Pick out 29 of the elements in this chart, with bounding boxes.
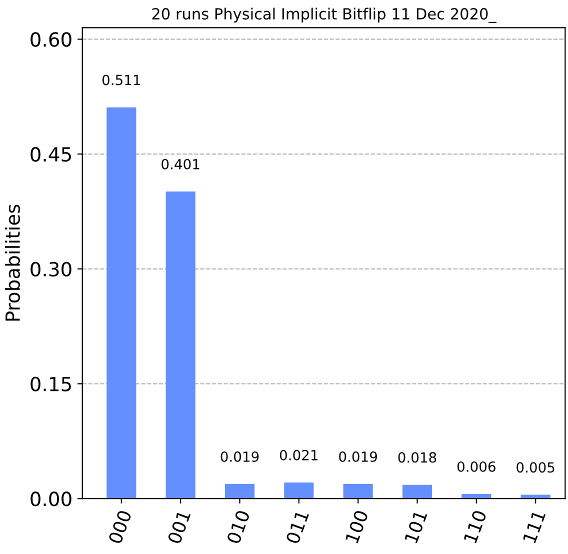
data-label: 0.019 (220, 451, 259, 462)
data-label: 0.005 (516, 462, 554, 473)
x-tick-label: 001 (167, 510, 191, 544)
y-tick-label: 0.30 (30, 262, 72, 277)
bar (106, 107, 136, 499)
y-tick-label: 0.60 (30, 32, 72, 47)
y-tick-label: 0.00 (30, 492, 72, 506)
chart-title: 20 runs Physical Implicit Bitflip 11 Dec 2020_ (152, 8, 497, 23)
data-label: 0.006 (457, 461, 496, 472)
y-axis-title: Probabilities (4, 204, 20, 321)
x-tick-label: 010 (226, 510, 250, 544)
data-label: 0.018 (398, 452, 436, 463)
x-tick-label: 101 (404, 510, 428, 544)
bar (343, 484, 373, 499)
bar (224, 484, 255, 499)
bar (284, 482, 314, 499)
x-tick-label: 100 (344, 510, 368, 544)
data-label: 0.019 (339, 451, 377, 462)
data-label: 0.401 (162, 158, 200, 170)
x-tick-label: 111 (522, 510, 546, 544)
x-tick-label: 011 (286, 510, 310, 544)
data-label: 0.021 (280, 450, 318, 460)
bar (402, 484, 432, 499)
bar (166, 192, 196, 499)
x-tick-label: 000 (108, 510, 132, 544)
y-tick-label: 0.45 (30, 146, 71, 162)
data-label: 0.511 (102, 74, 140, 86)
y-tick-label: 0.15 (30, 376, 71, 392)
x-tick-label: 110 (463, 510, 487, 544)
